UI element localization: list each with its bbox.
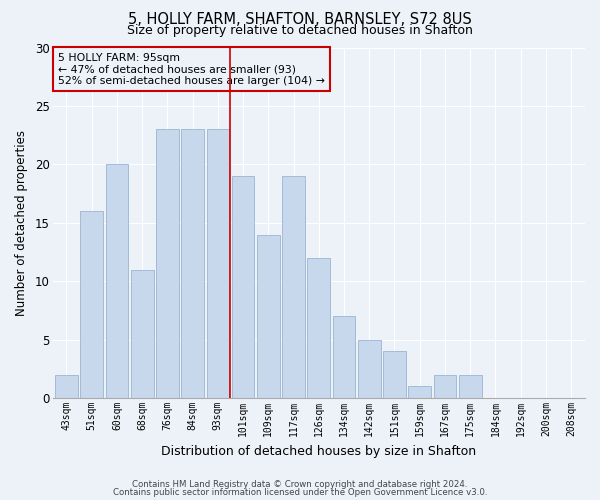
Bar [80, 211, 103, 398]
Bar [434, 375, 457, 398]
X-axis label: Distribution of detached houses by size in Shafton: Distribution of detached houses by size … [161, 444, 476, 458]
Bar [282, 176, 305, 398]
Bar [131, 270, 154, 398]
Text: 5, HOLLY FARM, SHAFTON, BARNSLEY, S72 8US: 5, HOLLY FARM, SHAFTON, BARNSLEY, S72 8U… [128, 12, 472, 26]
Bar [55, 375, 78, 398]
Text: 5 HOLLY FARM: 95sqm
← 47% of detached houses are smaller (93)
52% of semi-detach: 5 HOLLY FARM: 95sqm ← 47% of detached ho… [58, 53, 325, 86]
Text: Size of property relative to detached houses in Shafton: Size of property relative to detached ho… [127, 24, 473, 37]
Bar [106, 164, 128, 398]
Bar [232, 176, 254, 398]
Bar [332, 316, 355, 398]
Text: Contains HM Land Registry data © Crown copyright and database right 2024.: Contains HM Land Registry data © Crown c… [132, 480, 468, 489]
Bar [181, 130, 204, 398]
Y-axis label: Number of detached properties: Number of detached properties [15, 130, 28, 316]
Bar [156, 130, 179, 398]
Bar [383, 352, 406, 398]
Bar [257, 234, 280, 398]
Text: Contains public sector information licensed under the Open Government Licence v3: Contains public sector information licen… [113, 488, 487, 497]
Bar [409, 386, 431, 398]
Bar [206, 130, 229, 398]
Bar [358, 340, 380, 398]
Bar [307, 258, 330, 398]
Bar [459, 375, 482, 398]
